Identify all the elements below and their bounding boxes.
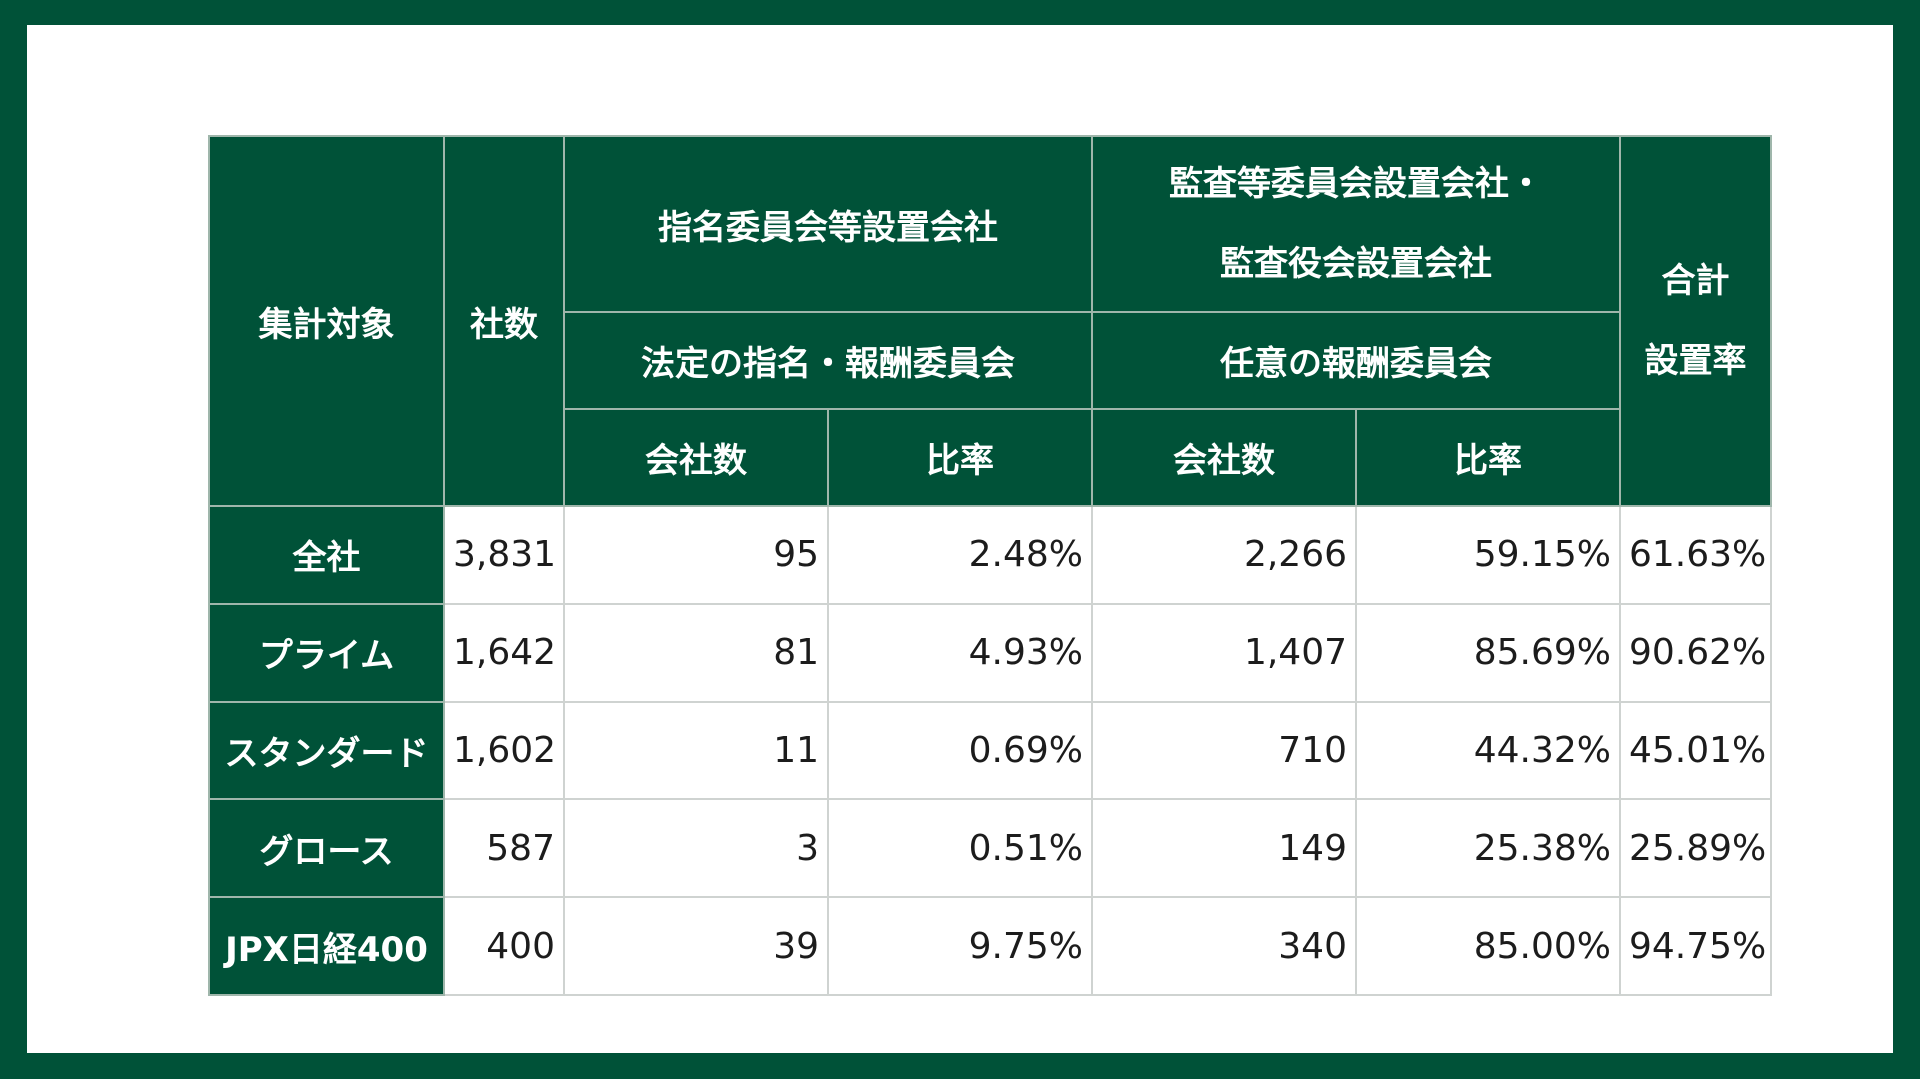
cell-vol-companies: 1,407 [1091, 602, 1357, 703]
cell-total-rate: 90.62% [1619, 602, 1772, 703]
cell-nom-companies: 81 [563, 602, 829, 703]
cell-nom-companies: 3 [563, 798, 829, 899]
header-audit-committee-companies: 監査等委員会設置会社・ 監査役会設置会社 [1091, 135, 1621, 313]
table-row: JPX日経400 400 39 9.75% 340 85.00% 94.75% [208, 896, 1772, 996]
cell-count: 587 [443, 798, 565, 899]
cell-vol-companies: 2,266 [1091, 505, 1357, 605]
row-label: JPX日経400 [208, 896, 445, 996]
table-row: 全社 3,831 95 2.48% 2,266 59.15% 61.63% [208, 505, 1772, 605]
cell-total-rate: 61.63% [1619, 505, 1772, 605]
table-body: 全社 3,831 95 2.48% 2,266 59.15% 61.63% プラ… [208, 505, 1772, 996]
cell-nom-ratio: 9.75% [827, 896, 1093, 996]
cell-count: 1,602 [443, 700, 565, 801]
row-label: グロース [208, 798, 445, 899]
table-row: プライム 1,642 81 4.93% 1,407 85.69% 90.62% [208, 602, 1772, 703]
table-header: 集計対象 社数 指名委員会等設置会社 監査等委員会設置会社・ 監査役会設置会社 合… [208, 135, 1772, 507]
cell-nom-ratio: 2.48% [827, 505, 1093, 605]
header-companies-statutory: 会社数 [563, 408, 829, 507]
cell-nom-ratio: 0.69% [827, 700, 1093, 801]
header-audit-line2: 監査役会設置会社 [1220, 244, 1492, 284]
cell-nom-ratio: 4.93% [827, 602, 1093, 703]
header-total-rate: 合計 設置率 [1619, 135, 1772, 507]
cell-vol-ratio: 25.38% [1355, 798, 1621, 899]
slide-frame: 集計対象 社数 指名委員会等設置会社 監査等委員会設置会社・ 監査役会設置会社 合… [27, 25, 1893, 1053]
cell-vol-companies: 340 [1091, 896, 1357, 996]
cell-vol-ratio: 85.00% [1355, 896, 1621, 996]
header-audit-line1: 監査等委員会設置会社・ [1169, 164, 1543, 204]
committee-setup-table: 集計対象 社数 指名委員会等設置会社 監査等委員会設置会社・ 監査役会設置会社 合… [208, 135, 1772, 996]
header-ratio-voluntary: 比率 [1355, 408, 1621, 507]
cell-vol-companies: 710 [1091, 700, 1357, 801]
header-company-count: 社数 [443, 135, 565, 507]
cell-total-rate: 45.01% [1619, 700, 1772, 801]
cell-nom-ratio: 0.51% [827, 798, 1093, 899]
cell-vol-ratio: 44.32% [1355, 700, 1621, 801]
cell-nom-companies: 39 [563, 896, 829, 996]
cell-nom-companies: 11 [563, 700, 829, 801]
header-target: 集計対象 [208, 135, 445, 507]
cell-total-rate: 94.75% [1619, 896, 1772, 996]
header-voluntary-committee: 任意の報酬委員会 [1091, 311, 1621, 410]
header-total-line1: 合計 [1661, 261, 1730, 301]
row-label: スタンダード [208, 700, 445, 801]
table-row: スタンダード 1,602 11 0.69% 710 44.32% 45.01% [208, 700, 1772, 801]
cell-count: 1,642 [443, 602, 565, 703]
cell-count: 3,831 [443, 505, 565, 605]
cell-nom-companies: 95 [563, 505, 829, 605]
header-statutory-committee: 法定の指名・報酬委員会 [563, 311, 1093, 410]
header-ratio-statutory: 比率 [827, 408, 1093, 507]
header-nominating-committee-companies: 指名委員会等設置会社 [563, 135, 1093, 313]
cell-vol-ratio: 85.69% [1355, 602, 1621, 703]
cell-vol-companies: 149 [1091, 798, 1357, 899]
row-label: プライム [208, 602, 445, 703]
cell-total-rate: 25.89% [1619, 798, 1772, 899]
cell-vol-ratio: 59.15% [1355, 505, 1621, 605]
row-label: 全社 [208, 505, 445, 605]
header-companies-voluntary: 会社数 [1091, 408, 1357, 507]
table-row: グロース 587 3 0.51% 149 25.38% 25.89% [208, 798, 1772, 899]
cell-count: 400 [443, 896, 565, 996]
header-total-line2: 設置率 [1644, 341, 1747, 381]
